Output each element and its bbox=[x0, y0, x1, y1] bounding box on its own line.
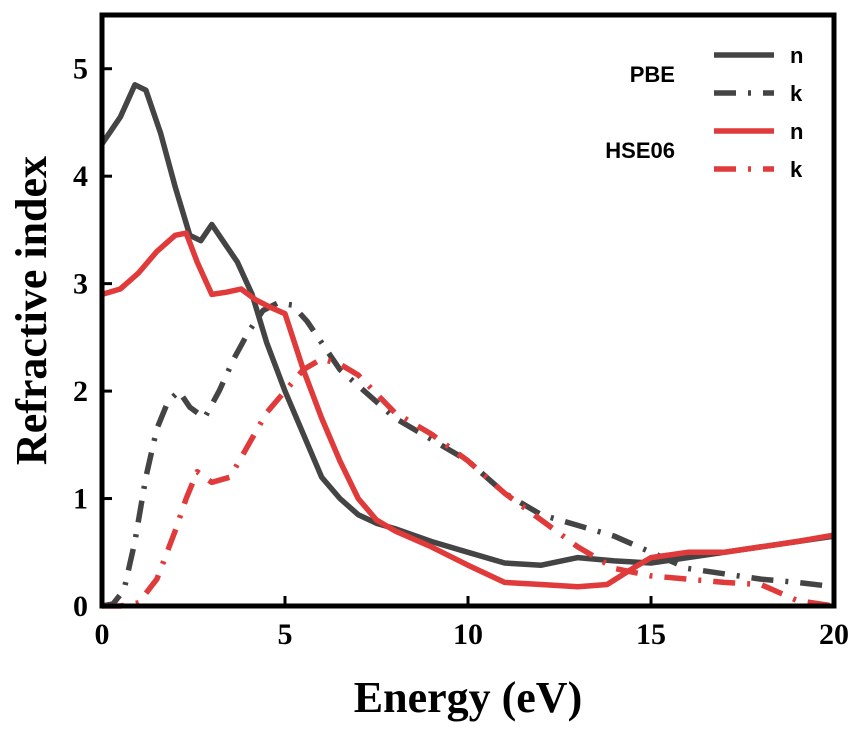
y-tick-label: 2 bbox=[73, 375, 88, 408]
legend-group-label: HSE06 bbox=[605, 138, 675, 163]
x-tick-label: 10 bbox=[453, 618, 483, 651]
y-tick-label: 4 bbox=[73, 160, 88, 193]
y-tick-label: 1 bbox=[73, 483, 88, 516]
legend-entry-label: n bbox=[790, 119, 803, 144]
y-tick-label: 5 bbox=[73, 53, 88, 86]
series-hse06-k bbox=[102, 356, 835, 609]
y-tick-label: 0 bbox=[73, 590, 88, 623]
legend-entry-label: n bbox=[790, 43, 803, 68]
y-tick-label: 3 bbox=[73, 268, 88, 301]
series-pbe-n bbox=[99, 82, 835, 568]
x-tick-label: 20 bbox=[819, 618, 849, 651]
x-tick-label: 5 bbox=[278, 618, 293, 651]
x-tick-label: 0 bbox=[95, 618, 110, 651]
legend-group-label: PBE bbox=[630, 62, 675, 87]
plot-frame bbox=[99, 12, 837, 609]
y-axis-title: Refractive index bbox=[7, 156, 56, 465]
x-tick-label: 15 bbox=[636, 618, 666, 651]
legend-entry-label: k bbox=[790, 81, 803, 106]
x-axis-title: Energy (eV) bbox=[354, 673, 583, 722]
legend-entry-label: k bbox=[790, 157, 803, 182]
series-layer bbox=[99, 82, 835, 609]
series-hse06-n bbox=[101, 230, 835, 590]
series-pbe-k bbox=[101, 300, 835, 609]
